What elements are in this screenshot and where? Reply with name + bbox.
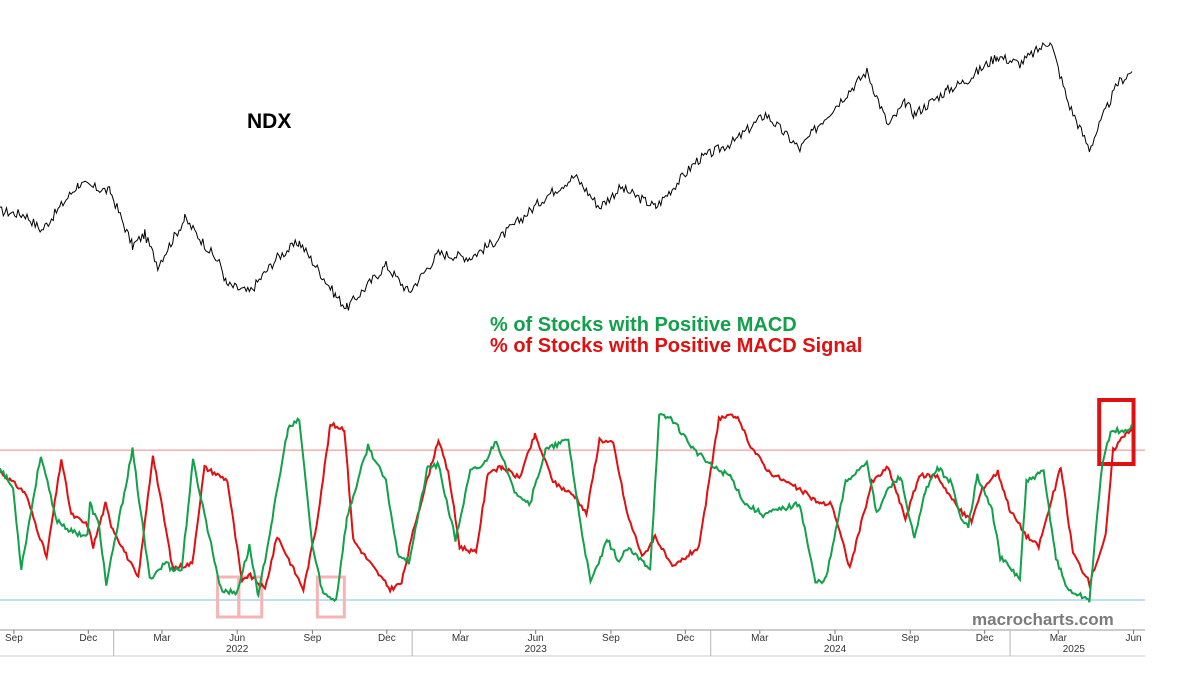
month-tick-label-5: Dec <box>378 633 396 644</box>
highlight-box-1 <box>237 575 264 619</box>
legend-positive-macd: % of Stocks with Positive MACD <box>490 314 797 336</box>
macd-positive-chart <box>0 412 1133 603</box>
month-tick-label-13: Dec <box>976 633 994 644</box>
year-label-1: 2022 <box>226 644 249 655</box>
highlight-box-0 <box>216 575 241 619</box>
month-tick-label-14: Mar <box>1050 633 1068 644</box>
highlight-boxes <box>216 398 1136 619</box>
month-tick-label-1: Dec <box>79 633 97 644</box>
legend-positive-macd-signal: % of Stocks with Positive MACD Signal <box>490 335 863 357</box>
highlight-box-2 <box>315 575 346 619</box>
highlight-box-3 <box>1097 398 1136 466</box>
month-tick-label-0: Sep <box>5 633 23 644</box>
year-label-2: 2023 <box>525 644 548 655</box>
ndx-price-chart <box>0 41 1133 311</box>
month-tick-label-8: Sep <box>602 633 620 644</box>
macd-signal-series-line <box>0 413 1133 595</box>
ndx-series-line <box>0 41 1133 311</box>
month-tick-label-3: Jun <box>229 633 245 644</box>
month-tick-label-9: Dec <box>676 633 694 644</box>
month-tick-label-12: Sep <box>901 633 919 644</box>
macd-positive-series-line <box>0 412 1133 603</box>
month-tick-label-7: Jun <box>528 633 544 644</box>
month-tick-label-2: Mar <box>153 633 171 644</box>
month-tick-label-15: Jun <box>1125 633 1141 644</box>
threshold-lines <box>0 449 1145 601</box>
month-tick-label-10: Mar <box>751 633 769 644</box>
year-label-4: 2025 <box>1063 644 1086 655</box>
watermark: macrocharts.com <box>972 610 1114 629</box>
month-tick-label-4: Sep <box>304 633 322 644</box>
year-label-3: 2024 <box>824 644 847 655</box>
month-tick-label-11: Jun <box>827 633 843 644</box>
month-tick-label-6: Mar <box>452 633 470 644</box>
macd-signal-chart <box>0 413 1133 595</box>
x-axis: Sep Dec Mar Jun Sep Dec Mar Jun Sep Dec Mar Jun Sep D… <box>0 629 1145 657</box>
ndx-label: NDX <box>247 110 292 133</box>
